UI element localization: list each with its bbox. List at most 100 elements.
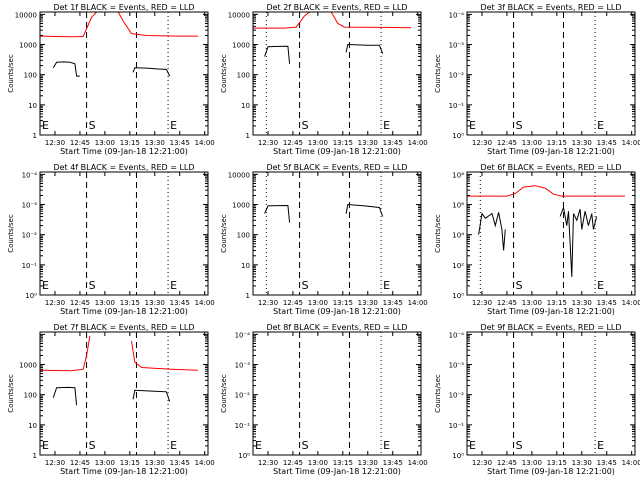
y-tick-label: 10⁻³ (22, 202, 38, 210)
x-tick-label: 13:45 (597, 139, 617, 147)
chart-panel: Det 5f BLACK = Events, RED = LLD S E 1 10 100… (220, 163, 428, 316)
x-tick-label: 13:00 (522, 139, 542, 147)
event-rate-line (345, 203, 384, 217)
y-tick-label: 10⁻¹ (449, 102, 465, 110)
y-tick-label: 10⁻⁴ (22, 171, 38, 179)
marker-label: S (516, 439, 523, 452)
marker-label: E (597, 439, 604, 452)
x-tick-label: 14:00 (622, 299, 640, 307)
chart-panel: Det 3f BLACK = Events, RED = LLD E S E 10⁰ 10… (434, 3, 640, 156)
x-tick-label: 14:00 (195, 459, 215, 467)
x-tick-label: 13:30 (358, 459, 378, 467)
y-axis-label: Counts/sec (434, 214, 442, 253)
y-tick-label: 10⁻¹ (235, 422, 251, 430)
y-tick-label: 10⁻⁴ (449, 331, 465, 339)
marker-label: E (383, 119, 390, 132)
plot-frame (466, 11, 636, 136)
x-tick-label: 12:30 (472, 299, 492, 307)
y-tick-label: 10⁻¹ (22, 262, 38, 270)
event-rate-line (132, 67, 171, 77)
x-tick-label: 13:00 (95, 139, 115, 147)
x-tick-label: 14:00 (408, 459, 428, 467)
y-tick-label: 10⁻⁴ (449, 11, 465, 19)
chart-title: Det 6f BLACK = Events, RED = LLD (480, 163, 621, 172)
chart-title: Det 2f BLACK = Events, RED = LLD (266, 3, 407, 12)
x-tick-label: 13:45 (170, 139, 190, 147)
y-tick-label: 10 (28, 422, 37, 430)
y-tick-label: 1 (33, 132, 37, 140)
y-tick-label: 10⁻³ (449, 362, 465, 370)
x-tick-label: 14:00 (622, 139, 640, 147)
x-tick-label: 12:30 (45, 139, 65, 147)
x-axis-label: Start Time (09-Jan-18 12:21:00) (273, 467, 401, 476)
plot-frame (252, 11, 422, 136)
x-tick-label: 13:15 (120, 139, 140, 147)
plot-frame (39, 11, 209, 136)
x-tick-label: 12:30 (258, 299, 278, 307)
y-tick-label: 10000 (228, 171, 250, 179)
chart-title: Det 3f BLACK = Events, RED = LLD (480, 3, 621, 12)
marker-label: S (89, 279, 96, 292)
y-tick-label: 10⁻¹ (449, 422, 465, 430)
chart-panel: Det 6f BLACK = Events, RED = LLD S E 10⁰ 10²… (434, 163, 640, 316)
y-tick-label: 1000 (232, 202, 250, 210)
y-tick-label: 1 (33, 452, 37, 460)
x-tick-label: 12:30 (258, 459, 278, 467)
marker-label: S (516, 279, 523, 292)
y-axis-label: Counts/sec (7, 54, 15, 93)
y-tick-label: 1 (246, 292, 250, 300)
y-axis-label: Counts/sec (7, 374, 15, 413)
y-tick-label: 100 (237, 72, 250, 80)
x-axis-label: Start Time (09-Jan-18 12:21:00) (273, 147, 401, 156)
x-tick-label: 13:15 (547, 459, 567, 467)
marker-label: S (302, 439, 309, 452)
marker-label: E (170, 279, 177, 292)
plot-frame (252, 331, 422, 456)
chart-title: Det 7f BLACK = Events, RED = LLD (53, 323, 194, 332)
event-rate-line (132, 389, 171, 402)
y-tick-label: 10⁰ (452, 452, 464, 460)
plot-frame (39, 331, 209, 456)
y-tick-label: 100 (24, 72, 37, 80)
y-tick-label: 10⁻³ (235, 362, 251, 370)
x-tick-label: 13:30 (358, 299, 378, 307)
event-rate-line (478, 212, 506, 251)
x-axis-label: Start Time (09-Jan-18 12:21:00) (60, 467, 188, 476)
x-tick-label: 12:45 (70, 459, 90, 467)
y-tick-label: 100 (237, 232, 250, 240)
x-tick-label: 14:00 (195, 139, 215, 147)
y-tick-label: 10000 (228, 11, 250, 19)
x-tick-label: 13:15 (120, 299, 140, 307)
lld-rate-line (253, 11, 412, 29)
y-tick-label: 10⁶ (452, 202, 464, 210)
y-tick-label: 10 (241, 102, 250, 110)
y-axis-label: Counts/sec (434, 54, 442, 93)
x-tick-label: 12:45 (497, 299, 517, 307)
x-tick-label: 12:45 (70, 139, 90, 147)
event-rate-line (52, 386, 78, 406)
x-tick-label: 13:00 (522, 299, 542, 307)
marker-label: E (170, 439, 177, 452)
plot-frame (39, 171, 209, 296)
event-rate-line (264, 204, 291, 223)
x-tick-label: 14:00 (195, 299, 215, 307)
y-tick-label: 1000 (232, 42, 250, 50)
x-tick-label: 13:15 (547, 299, 567, 307)
chart-panel: Det 2f BLACK = Events, RED = LLD S E 1 10 100… (220, 3, 428, 156)
plot-frame (466, 171, 636, 296)
y-tick-label: 10⁰ (238, 452, 250, 460)
x-tick-label: 14:00 (408, 299, 428, 307)
marker-label: E (469, 439, 476, 452)
chart-title: Det 5f BLACK = Events, RED = LLD (266, 163, 407, 172)
x-tick-label: 13:15 (120, 459, 140, 467)
lld-rate-line (39, 11, 198, 38)
event-rate-line (52, 61, 80, 77)
x-axis-label: Start Time (09-Jan-18 12:21:00) (60, 307, 188, 316)
x-tick-label: 13:30 (145, 299, 165, 307)
y-tick-label: 10⁰ (25, 292, 37, 300)
y-tick-label: 10 (241, 262, 250, 270)
x-tick-label: 12:45 (283, 299, 303, 307)
